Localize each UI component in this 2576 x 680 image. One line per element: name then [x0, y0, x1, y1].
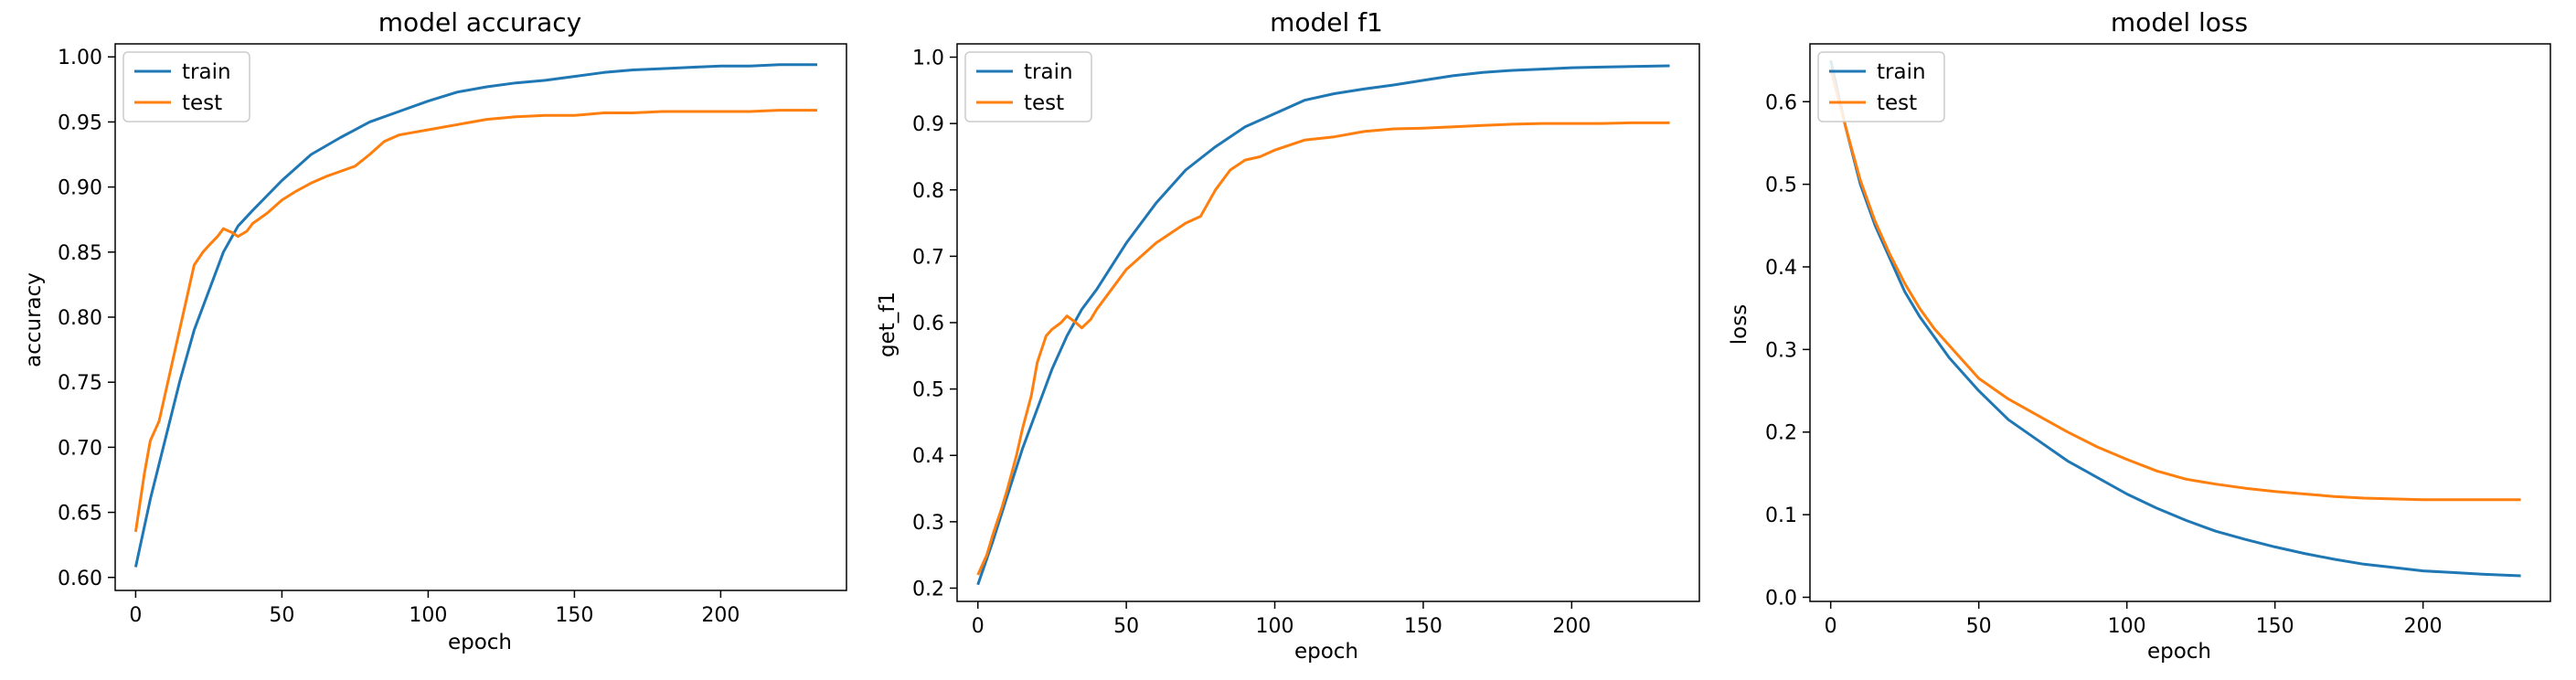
y-axis-label: get_f1 [876, 292, 899, 357]
y-axis-label: loss [1728, 304, 1751, 345]
y-tick-label: 0.75 [58, 372, 102, 395]
y-tick-label: 0.3 [912, 512, 944, 535]
y-tick-label: 0.65 [58, 503, 102, 526]
series-line-train [1829, 59, 2521, 578]
chart-title: model accuracy [378, 7, 581, 37]
f1-chart: model f1 epoch get_f1 0 50 100 150 200 0.2 0.3… [876, 7, 1700, 664]
y-tick-label: 0.6 [1765, 91, 1797, 114]
plot-frame [956, 43, 1700, 602]
x-tick-label: 50 [1113, 615, 1139, 638]
y-tick-label: 0.1 [1765, 505, 1797, 527]
y-tick-label: 0.8 [912, 180, 944, 203]
x-tick-label: 0 [972, 615, 985, 638]
chart-title: model loss [2111, 7, 2248, 37]
series-line-test [976, 121, 1670, 576]
legend: train test [964, 51, 1092, 122]
legend-box [1817, 51, 1945, 122]
series-line-test [1829, 68, 2521, 502]
legend-label-train: train [1024, 60, 1073, 84]
series-line-test [133, 109, 817, 533]
plot-frame [1809, 43, 2551, 602]
legend-box [964, 51, 1092, 122]
loss-chart: model loss epoch loss 0 50 100 150 200 0.0 0.1… [1728, 7, 2551, 664]
x-tick-label: 150 [1404, 615, 1442, 638]
legend-label-test: test [182, 91, 222, 115]
y-tick-label: 0.95 [58, 112, 102, 134]
x-tick-label: 200 [701, 604, 740, 627]
series-line-train [976, 64, 1670, 586]
y-tick-label: 0.90 [58, 177, 102, 200]
series-line-train [133, 63, 817, 568]
x-axis-label: epoch [1294, 640, 1358, 664]
x-tick-label: 100 [2108, 615, 2146, 638]
x-tick-label: 150 [2256, 615, 2294, 638]
y-tick-label: 1.0 [912, 48, 944, 70]
y-tick-label: 0.70 [58, 437, 102, 460]
x-tick-label: 0 [129, 604, 142, 627]
x-tick-label: 50 [1966, 615, 1992, 638]
x-tick-label: 50 [269, 604, 294, 627]
y-tick-label: 0.80 [58, 307, 102, 330]
x-tick-label: 200 [2404, 615, 2443, 638]
legend: train test [1817, 51, 1945, 122]
legend-label-test: test [1024, 91, 1064, 115]
legend-label-test: test [1877, 91, 1917, 115]
x-tick-label: 0 [1825, 615, 1837, 638]
plot-frame [114, 43, 847, 591]
legend: train test [122, 51, 250, 122]
y-tick-label: 0.3 [1765, 339, 1797, 362]
legend-label-train: train [1877, 60, 1926, 84]
y-tick-label: 0.9 [912, 113, 944, 136]
y-tick-label: 0.7 [912, 246, 944, 269]
accuracy-chart: model accuracy epoch accuracy 0 50 100 150 2… [22, 7, 847, 654]
y-tick-label: 0.5 [912, 379, 944, 402]
y-tick-label: 0.6 [912, 313, 944, 335]
x-axis-label: epoch [2147, 640, 2211, 664]
y-tick-label: 0.2 [1765, 422, 1797, 445]
y-tick-label: 0.60 [58, 568, 102, 590]
x-tick-label: 150 [555, 604, 593, 627]
y-tick-label: 0.85 [58, 242, 102, 265]
y-tick-label: 0.2 [912, 578, 944, 600]
y-tick-label: 1.00 [58, 47, 102, 69]
y-axis-label: accuracy [22, 272, 46, 367]
chart-title: model f1 [1270, 7, 1383, 37]
y-tick-label: 0.5 [1765, 175, 1797, 197]
x-axis-label: epoch [448, 631, 512, 654]
legend-box [122, 51, 250, 122]
x-tick-label: 100 [409, 604, 447, 627]
y-tick-label: 0.4 [912, 445, 944, 468]
y-tick-label: 0.4 [1765, 257, 1797, 280]
legend-label-train: train [182, 60, 231, 84]
y-tick-label: 0.0 [1765, 587, 1797, 610]
x-tick-label: 200 [1552, 615, 1591, 638]
x-tick-label: 100 [1256, 615, 1294, 638]
